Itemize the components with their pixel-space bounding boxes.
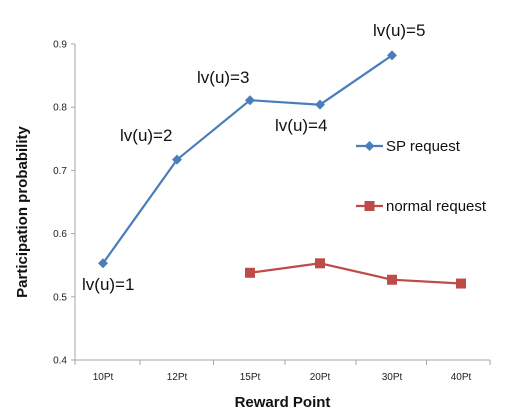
y-tick-label: 0.6 <box>53 229 67 240</box>
data-point-diamond <box>172 154 182 165</box>
data-point-square <box>245 267 255 278</box>
data-point-square <box>387 274 397 285</box>
level-annotation: lv(u)=1 <box>82 275 134 294</box>
legend-marker-square <box>364 201 375 211</box>
level-annotation: lv(u)=4 <box>275 116 327 135</box>
data-point-square <box>315 258 325 269</box>
level-annotation: lv(u)=2 <box>120 126 172 145</box>
legend-item: SP request <box>356 138 461 155</box>
series-line <box>249 262 462 285</box>
x-tick-label: 20Pt <box>310 372 331 383</box>
data-point-square <box>456 278 466 289</box>
legend-marker-diamond <box>364 141 375 151</box>
y-tick-label: 0.5 <box>53 292 67 303</box>
y-tick-label: 0.9 <box>53 40 67 51</box>
x-tick-label: 40Pt <box>451 372 472 383</box>
series-normal-request <box>245 258 466 289</box>
legend-label: normal request <box>386 198 487 215</box>
data-point-diamond <box>387 50 397 61</box>
annotations: lv(u)=1 lv(u)=2 lv(u)=3 lv(u)=4 lv(u)=5 <box>82 21 425 294</box>
y-axis-title: Participation probability <box>14 125 31 297</box>
x-axis-title: Reward Point <box>235 394 331 411</box>
x-tick-label: 12Pt <box>167 372 188 383</box>
x-tick-label: 10Pt <box>93 372 114 383</box>
x-tick-label: 15Pt <box>240 372 261 383</box>
legend-item: normal request <box>356 198 487 215</box>
x-tick-label: 30Pt <box>382 372 403 383</box>
data-point-diamond <box>245 95 255 106</box>
level-annotation: lv(u)=5 <box>373 21 425 40</box>
legend-label: SP request <box>386 138 461 155</box>
legend: SP request normal request <box>356 138 487 215</box>
series-sp-request <box>98 50 397 269</box>
data-point-diamond <box>315 99 325 110</box>
x-axis: 10Pt 12Pt 15Pt 20Pt 30Pt 40Pt <box>74 359 491 383</box>
y-axis: 0.4 0.5 0.6 0.7 0.8 0.9 <box>53 40 76 367</box>
y-tick-label: 0.4 <box>53 356 67 367</box>
y-tick-label: 0.8 <box>53 103 67 114</box>
y-tick-label: 0.7 <box>53 166 67 177</box>
series-layer <box>98 50 466 289</box>
data-point-diamond <box>98 258 108 269</box>
level-annotation: lv(u)=3 <box>197 68 249 87</box>
